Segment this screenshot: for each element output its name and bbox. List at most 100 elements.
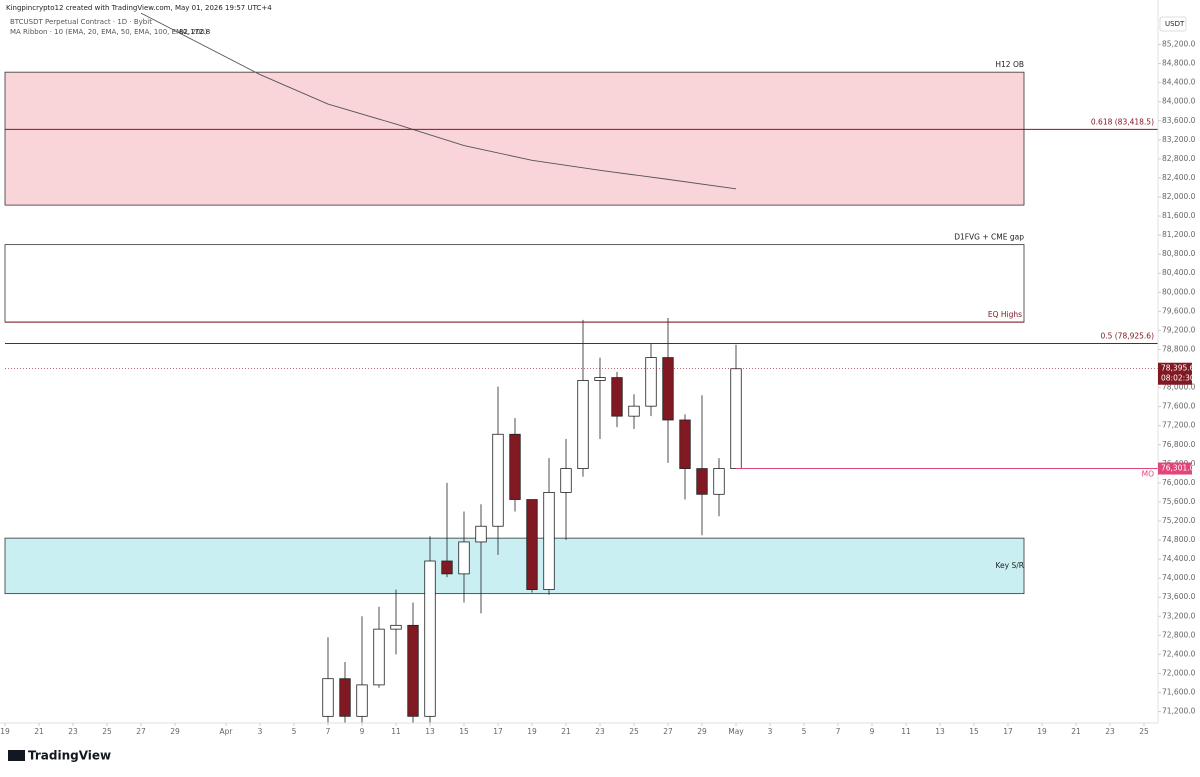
y-tick-label: 83,600.0	[1162, 116, 1196, 125]
last-price-label: 78,395.6	[1161, 364, 1195, 373]
candle-body	[628, 405, 640, 417]
price-tag-label: 76,301.0	[1161, 464, 1195, 473]
y-tick-label: 80,400.0	[1162, 268, 1196, 277]
y-tick-label: 83,200.0	[1162, 135, 1196, 144]
candle-body	[526, 499, 538, 590]
zone-label: H12 OB	[995, 60, 1024, 69]
x-tick-label: 25	[102, 727, 112, 736]
y-tick-label: 73,600.0	[1162, 592, 1196, 601]
y-tick-label: 74,000.0	[1162, 573, 1196, 582]
y-tick-label: 73,200.0	[1162, 611, 1196, 620]
level-label: EQ Highs	[988, 310, 1022, 319]
x-tick-label: 23	[595, 727, 605, 736]
x-tick-label: 11	[901, 727, 911, 736]
y-tick-label: 76,000.0	[1162, 478, 1196, 487]
y-tick-label: 78,800.0	[1162, 344, 1196, 353]
x-tick-label: 17	[493, 727, 503, 736]
candle-body	[424, 560, 436, 717]
indicator-value: 82,172.8	[179, 28, 210, 36]
x-tick-label: 21	[1071, 727, 1081, 736]
y-tick-label: 72,800.0	[1162, 630, 1196, 639]
y-tick-label: 79,600.0	[1162, 306, 1196, 315]
last-price-tag	[1158, 362, 1192, 385]
zone	[4, 537, 1025, 595]
y-tick-label: 76,800.0	[1162, 440, 1196, 449]
x-tick-label: 27	[136, 727, 146, 736]
y-tick-label: 85,200.0	[1162, 40, 1196, 49]
ma-line	[140, 12, 737, 190]
x-tick-label: 19	[1037, 727, 1047, 736]
y-tick-label: 82,400.0	[1162, 173, 1196, 182]
x-tick-label: 5	[802, 727, 807, 736]
x-tick-label: 3	[258, 727, 263, 736]
x-tick-label: 11	[391, 727, 401, 736]
currency: USDT	[1165, 20, 1185, 28]
x-tick-label: 29	[170, 727, 180, 736]
x-tick-label: 21	[34, 727, 44, 736]
x-tick-label: Apr	[220, 727, 234, 736]
candle-body	[577, 380, 589, 469]
candle-body	[492, 433, 504, 527]
x-tick-label: 19	[527, 727, 537, 736]
x-tick-label: 21	[561, 727, 571, 736]
logo: TradingView	[28, 749, 111, 763]
x-tick-label: 25	[629, 727, 639, 736]
y-tick-label: 80,800.0	[1162, 249, 1196, 258]
candle-body	[390, 624, 402, 630]
x-tick-label: 17	[1003, 727, 1013, 736]
y-tick-label: 77,600.0	[1162, 402, 1196, 411]
x-tick-label: 7	[836, 727, 841, 736]
y-tick-label: 74,800.0	[1162, 535, 1196, 544]
y-tick-label: 72,000.0	[1162, 668, 1196, 677]
x-tick-label: 13	[425, 727, 435, 736]
symbol: BTCUSDT Perpetual Contract · 1D · Bybit	[10, 18, 152, 26]
candle-body	[509, 433, 521, 500]
x-tick-label: 23	[1105, 727, 1115, 736]
x-tick-label: 15	[459, 727, 469, 736]
indicator: MA Ribbon · 10 (EMA, 20, EMA, 50, EMA, 1…	[10, 28, 208, 36]
y-tick-label: 81,200.0	[1162, 230, 1196, 239]
candle-body	[662, 357, 674, 421]
candle-body	[713, 468, 725, 495]
x-tick-label: 29	[697, 727, 707, 736]
candle-body	[730, 368, 742, 469]
credit: Kingpincrypto12 created with TradingView…	[6, 4, 272, 12]
x-tick-label: 3	[768, 727, 773, 736]
candle-body	[441, 560, 453, 575]
y-tick-label: 84,800.0	[1162, 59, 1196, 68]
x-tick-label: 27	[663, 727, 673, 736]
zone	[4, 244, 1025, 323]
zone	[4, 71, 1025, 206]
y-tick-label: 74,400.0	[1162, 554, 1196, 563]
x-tick-label: 5	[292, 727, 297, 736]
candle-body	[458, 541, 470, 575]
y-tick-label: 77,200.0	[1162, 421, 1196, 430]
y-tick-label: 79,200.0	[1162, 325, 1196, 334]
y-tick-label: 84,400.0	[1162, 78, 1196, 87]
y-tick-label: 71,600.0	[1162, 688, 1196, 697]
y-tick-label: 72,400.0	[1162, 649, 1196, 658]
candle-body	[696, 468, 708, 495]
level-label: MO	[1142, 470, 1154, 479]
candle-body	[407, 624, 419, 717]
y-tick-label: 75,600.0	[1162, 497, 1196, 506]
x-tick-label: 13	[935, 727, 945, 736]
countdown: 08:02:30	[1161, 374, 1195, 383]
y-tick-label: 81,600.0	[1162, 211, 1196, 220]
price-tag	[1158, 462, 1192, 475]
candle-body	[645, 357, 657, 407]
level-label: 0.618 (83,418.5)	[1091, 117, 1154, 126]
y-tick-label: 84,000.0	[1162, 97, 1196, 106]
y-tick-label: 78,000.0	[1162, 383, 1196, 392]
y-tick-label: 82,000.0	[1162, 192, 1196, 201]
plot-area	[4, 12, 1158, 723]
y-tick-label: 80,000.0	[1162, 287, 1196, 296]
candle-body	[679, 419, 691, 469]
candle-body	[322, 678, 334, 717]
candle-body	[339, 678, 351, 717]
y-tick-label: 75,200.0	[1162, 516, 1196, 525]
candle-body	[560, 468, 572, 493]
zone-label: Key S/R	[996, 561, 1024, 570]
candle-body	[611, 377, 623, 417]
x-tick-label: 15	[969, 727, 979, 736]
